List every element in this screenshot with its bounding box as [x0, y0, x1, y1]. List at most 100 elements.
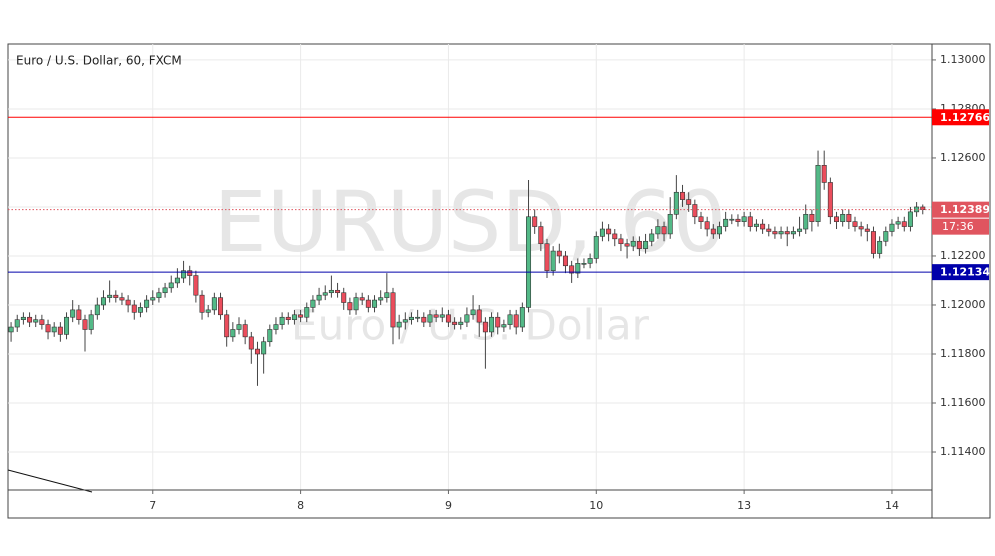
- candle-body: [322, 292, 328, 296]
- candle-body: [778, 231, 784, 235]
- candle-body: [716, 226, 722, 235]
- x-tick-label: 8: [297, 499, 304, 512]
- candle-body: [495, 316, 501, 328]
- candle-body: [205, 309, 211, 313]
- candle-body: [94, 304, 100, 316]
- candle-body: [27, 316, 33, 323]
- candle-body: [710, 228, 716, 235]
- watermark-subtitle: Euro / U.S. Dollar: [291, 301, 650, 350]
- candle-body: [199, 294, 205, 313]
- candle-body: [550, 250, 556, 271]
- candle-body: [187, 270, 193, 276]
- candle-body: [298, 314, 304, 318]
- candle-body: [310, 299, 316, 308]
- candle-body: [107, 294, 113, 298]
- candle-body: [569, 265, 575, 274]
- candle-body: [347, 302, 353, 311]
- candle-body: [70, 309, 76, 318]
- candle-body: [643, 240, 649, 249]
- candle-body: [680, 191, 686, 200]
- candle-body: [402, 319, 408, 323]
- candle-body: [230, 329, 236, 338]
- level-label: 1.12134: [940, 266, 990, 279]
- candle-body: [790, 231, 796, 235]
- candle-body: [248, 336, 254, 350]
- candle-body: [612, 233, 618, 240]
- plot: [8, 116, 932, 386]
- level-label-box: [932, 201, 989, 218]
- candle-body: [273, 324, 279, 330]
- candle-body: [753, 223, 759, 227]
- candle-body: [649, 233, 655, 242]
- candle-body: [476, 309, 482, 323]
- candle-body: [797, 228, 803, 232]
- candle-body: [575, 263, 581, 274]
- candle-body: [877, 240, 883, 254]
- candle-body: [396, 321, 402, 328]
- y-tick-label: 1.12000: [940, 298, 986, 311]
- candle-body: [88, 314, 94, 330]
- candle-body: [840, 214, 846, 222]
- y-tick-label: 1.13000: [940, 53, 986, 66]
- candle-body: [45, 324, 51, 333]
- candle-body: [316, 294, 322, 301]
- candle-body: [113, 294, 119, 298]
- candle-body: [599, 228, 605, 237]
- candle-body: [341, 292, 347, 303]
- level-label: 1.12389: [940, 203, 990, 216]
- candle-body: [285, 316, 291, 320]
- candle-body: [470, 309, 476, 316]
- candle-body: [821, 165, 827, 183]
- candle-body: [827, 182, 833, 218]
- candle-body: [20, 316, 26, 320]
- candle-body: [593, 236, 599, 259]
- candle-body: [335, 289, 341, 294]
- candle-body: [76, 309, 82, 320]
- candle-body: [131, 304, 137, 313]
- candle-body: [408, 316, 414, 320]
- candle-body: [390, 292, 396, 328]
- candle-body: [236, 324, 242, 330]
- x-tick-label: 13: [737, 499, 751, 512]
- candle-body: [254, 348, 260, 355]
- candle-body: [526, 216, 532, 308]
- candle-body: [144, 299, 150, 308]
- candle-body: [803, 214, 809, 230]
- candle-body: [464, 314, 470, 323]
- level-label-box: [932, 109, 989, 126]
- chart-frame: [7, 43, 991, 519]
- candle-body: [815, 165, 821, 222]
- candle-body: [8, 326, 14, 333]
- candle-body: [242, 324, 248, 338]
- candle-body: [291, 314, 297, 320]
- candle-body: [156, 292, 162, 298]
- candle-body: [359, 297, 365, 301]
- candle-body: [384, 292, 390, 298]
- countdown-box: [932, 218, 989, 235]
- candle-body: [852, 221, 858, 227]
- candle-body: [606, 228, 612, 235]
- candle-body: [501, 324, 507, 328]
- candle-body: [365, 299, 371, 308]
- level-label-box: [932, 264, 989, 281]
- candle-body: [760, 223, 766, 230]
- candle-body: [532, 216, 538, 227]
- candle-body: [51, 326, 57, 333]
- x-tick-label: 9: [445, 499, 452, 512]
- candle-body: [864, 228, 870, 232]
- candle-body: [704, 221, 710, 230]
- candle-body: [57, 326, 63, 335]
- grid: [8, 44, 932, 490]
- candle-body: [137, 307, 143, 313]
- candle-body: [846, 214, 852, 222]
- candle-body: [519, 307, 525, 328]
- candle-body: [279, 316, 285, 325]
- candle-body: [889, 223, 895, 232]
- countdown-label: 17:36: [942, 220, 974, 233]
- candle-body: [415, 316, 421, 319]
- x-tick-label: 7: [149, 499, 156, 512]
- candle-body: [834, 216, 840, 222]
- candle-body: [538, 226, 544, 245]
- candle-body: [883, 231, 889, 242]
